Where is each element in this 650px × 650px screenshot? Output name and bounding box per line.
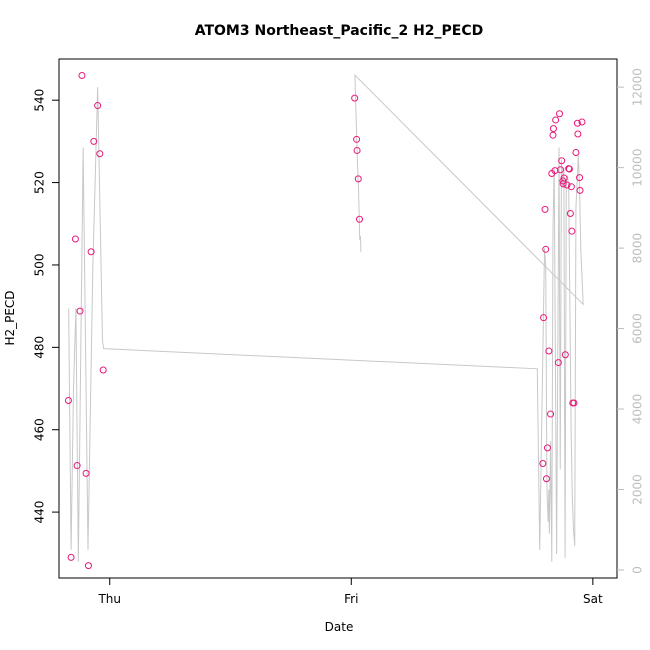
data-point [71,235,79,243]
plot-area [58,58,618,579]
y2-tick-label: 2000 [631,474,645,505]
data-point [539,459,547,467]
data-point [563,181,571,189]
data-point [78,71,86,79]
data-point [73,462,81,470]
data-point [87,248,95,256]
data-point [90,137,98,145]
data-point [558,157,566,165]
data-point [542,475,550,483]
data-point [552,116,560,124]
data-point [94,102,102,110]
y-tick-label: 440 [33,501,47,524]
y2-tick-label: 12000 [631,68,645,106]
data-point [543,444,551,452]
y-tick-label: 500 [33,253,47,276]
data-point [556,166,564,174]
data-point [565,165,573,173]
data-point [99,366,107,374]
data-point [549,131,557,139]
data-point [561,351,569,359]
data-point [549,125,557,133]
x-axis: Thu Fri Sat [97,578,603,606]
scatter-series [64,71,586,570]
data-point [576,186,584,194]
data-point [64,396,72,404]
data-point [547,410,555,418]
data-point [578,118,586,126]
data-point [554,359,562,367]
y-tick-label: 540 [33,89,47,112]
data-point [76,307,84,315]
x-tick-label: Fri [344,592,358,606]
data-point [576,174,584,182]
data-point [560,174,568,182]
y2-tick-label: 4000 [631,394,645,425]
data-point [84,562,92,570]
y2-tick-label: 10000 [631,149,645,187]
data-point [566,209,574,217]
y-axis: 440 460 480 500 520 540 [33,89,59,524]
data-point [545,347,553,355]
data-point [355,215,363,223]
x-axis-label: Date [325,620,354,634]
data-point [556,110,564,118]
x-tick-label: Thu [97,592,121,606]
data-point [541,205,549,213]
data-point [542,245,550,253]
y2-tick-label: 6000 [631,313,645,344]
y2-axis: 0 2000 4000 6000 8000 10000 12000 [617,68,645,574]
y2-tick-label: 8000 [631,233,645,264]
line-series [68,73,584,562]
data-point [67,553,75,561]
data-point [96,150,104,158]
data-point [351,94,359,102]
data-point [353,135,361,143]
data-point [568,227,576,235]
data-point [540,314,548,322]
y-axis-label: H2_PECD [3,290,17,345]
chart-title: ATOM3 Northeast_Pacific_2 H2_PECD [195,23,484,39]
data-point [572,149,580,157]
data-point [82,469,90,477]
y-tick-label: 460 [33,418,47,441]
data-point [567,183,575,191]
data-point [574,130,582,138]
x-tick-label: Sat [583,592,603,606]
y-tick-label: 480 [33,336,47,359]
y2-tick-label: 0 [631,566,645,574]
y-tick-label: 520 [33,171,47,194]
data-point [570,399,578,407]
data-point [573,119,581,127]
data-point [353,146,361,154]
data-point [354,175,362,183]
series-line [68,73,584,562]
